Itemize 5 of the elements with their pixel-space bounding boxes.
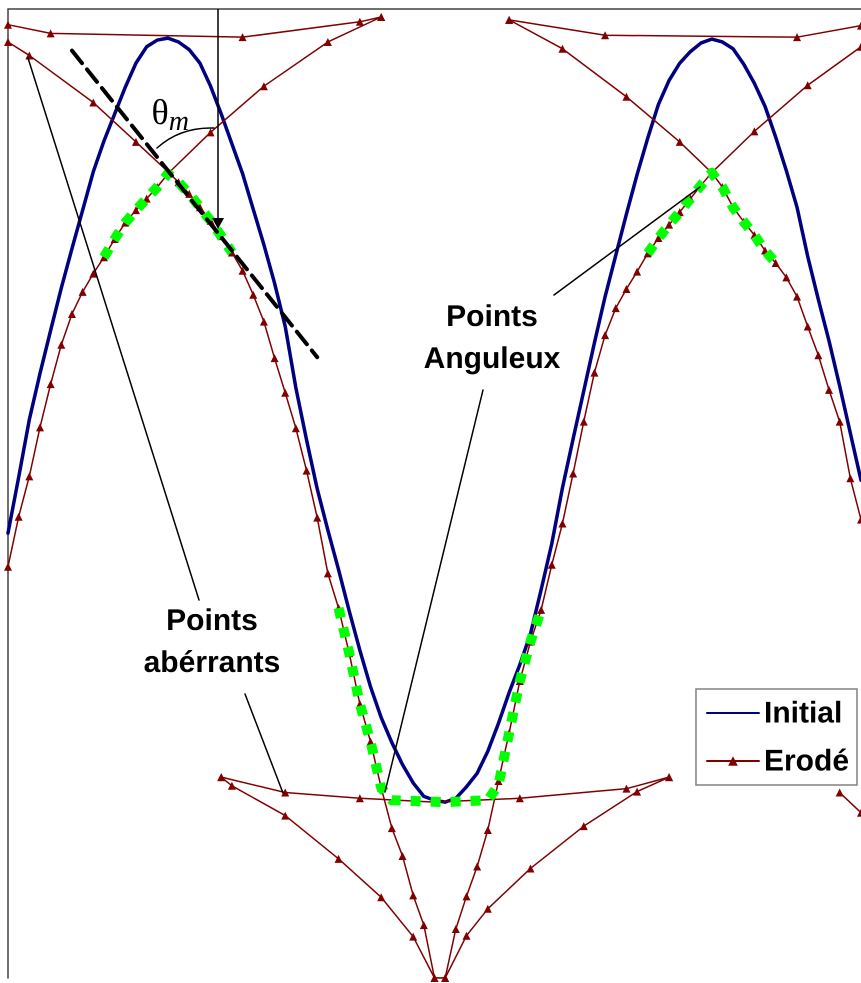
legend-label: Erodé xyxy=(764,744,850,778)
legend-label: Initial xyxy=(764,696,842,730)
annotation: Points abérrants xyxy=(142,603,282,681)
annotation: Points Anguleux xyxy=(422,299,562,377)
annotation: θ$_{m}$ xyxy=(152,92,189,137)
